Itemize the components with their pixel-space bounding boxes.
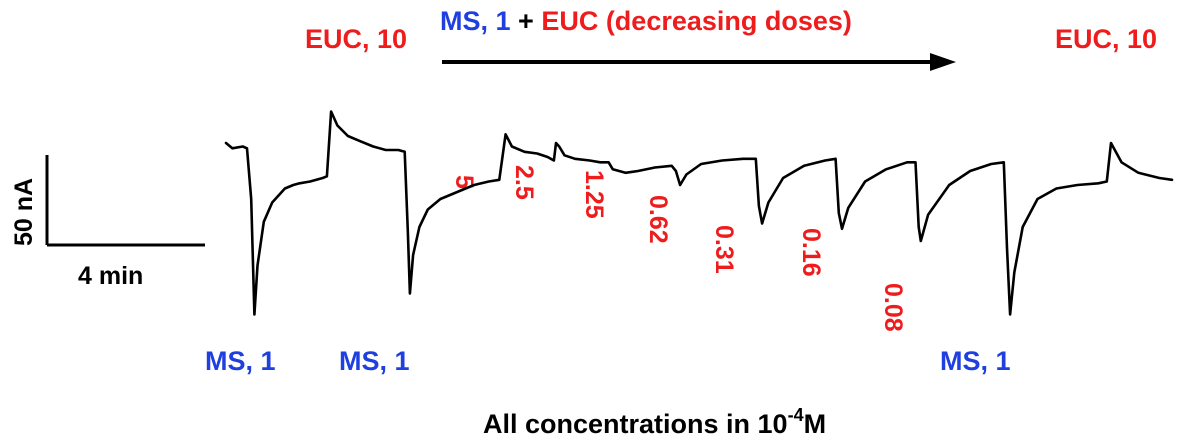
footer-note-unit: M [804,409,827,439]
dose-label-2-5: 2.5 [510,165,538,200]
dose-label-0-62: 0.62 [644,195,672,244]
euc-label-2: EUC, 10 [1055,24,1157,54]
dose-labels: 5 2.5 1.25 0.62 0.31 0.16 0.08 [450,165,907,332]
footer-note-text: All concentrations in 10 [483,409,788,439]
header-label: MS, 1 + EUC (decreasing doses) [440,6,852,36]
header-euc-text: EUC (decreasing doses) [541,6,852,36]
dose-label-0-16: 0.16 [797,228,825,277]
scale-bar: 50 nA 4 min [10,155,205,290]
header-ms-text: MS, 1 [440,6,511,36]
dose-label-1-25: 1.25 [580,170,608,219]
euc-label-1: EUC, 10 [305,24,407,54]
trace-line-1 [224,110,1174,316]
header-arrow [442,53,956,71]
scale-bar-x-label: 4 min [78,262,143,290]
dose-label-5: 5 [450,175,478,189]
trace-layer [224,110,1174,316]
footer-note-exponent: -4 [788,405,804,425]
scale-bar-y-label: 50 nA [10,178,38,246]
dose-label-0-08: 0.08 [879,283,907,332]
header-plus-text: + [511,6,542,36]
dose-label-0-31: 0.31 [710,225,738,274]
ms-label-2: MS, 1 [339,346,410,376]
ms-label-1: MS, 1 [205,346,276,376]
footer-note: All concentrations in 10-4M [483,405,826,439]
ms-label-3: MS, 1 [940,346,1011,376]
